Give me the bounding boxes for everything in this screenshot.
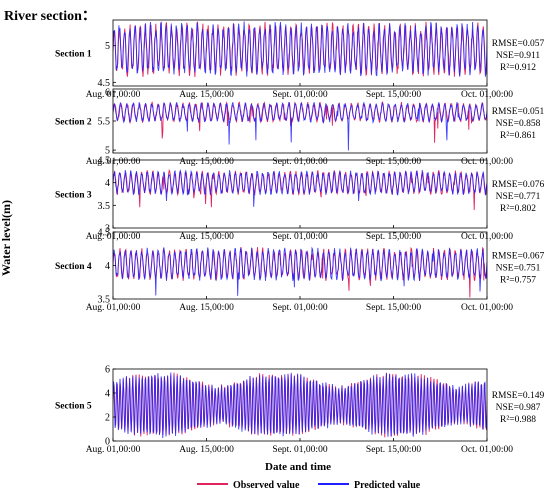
y-tick-label: 4 xyxy=(105,178,110,189)
x-tick-label: Aug. 01,00:00 xyxy=(86,445,141,455)
y-axis-label: Water level(m) xyxy=(0,200,13,276)
section-label: Section 1 xyxy=(55,50,92,60)
y-tick-label: 4.5 xyxy=(98,78,111,89)
x-tick-label: Sept. 01,00:00 xyxy=(272,232,327,242)
series-group xyxy=(113,100,487,151)
x-tick-label: Aug. 15,00:00 xyxy=(179,232,234,242)
x-tick-label: Oct. 01,00:00 xyxy=(461,445,513,455)
y-tick-label: 0 xyxy=(105,437,110,448)
series-group xyxy=(113,21,487,78)
x-tick-label: Sept. 15,00:00 xyxy=(366,445,421,455)
metric-label: RMSE=0.149 xyxy=(492,391,545,401)
figure-title: River section： xyxy=(4,9,96,24)
panel-section-4: 3.5 4 4.5 Aug. 01,00:00 Aug. 15,00:00 Sept. 0… xyxy=(55,228,545,314)
y-tick-label: 4.5 xyxy=(98,156,111,167)
y-tick-label: 5 xyxy=(105,41,110,52)
section-label: Section 5 xyxy=(55,402,92,412)
metric-label: RMSE=0.057 xyxy=(492,39,545,49)
x-tick-label: Aug. 15,00:00 xyxy=(179,303,234,313)
y-tick-label: 4 xyxy=(105,261,110,272)
series-line-predicted xyxy=(113,246,487,296)
legend: Observed value Predicted value xyxy=(197,480,421,491)
x-tick-label: Sept. 01,00:00 xyxy=(272,157,327,167)
metric-label: NSE=0.911 xyxy=(496,51,541,61)
metric-label: NSE=0.987 xyxy=(496,403,541,413)
series-line-predicted xyxy=(113,169,487,207)
series-line-predicted xyxy=(113,372,487,439)
metric-label: NSE=0.751 xyxy=(496,264,541,274)
metric-label: RMSE=0.076 xyxy=(492,180,545,190)
panel-section-5: 0 2 4 6 Aug. 01,00:00 Aug. 15,00:00 Sept. 01,0… xyxy=(55,365,545,456)
metric-label: R²=0.802 xyxy=(500,204,536,214)
x-tick-label: Sept. 15,00:00 xyxy=(366,303,421,313)
y-tick-label: 6 xyxy=(105,87,110,98)
series-group xyxy=(113,372,487,439)
y-tick-label: 3 xyxy=(105,224,110,235)
metric-label: R²=0.988 xyxy=(500,415,536,425)
x-tick-label: Aug. 01,00:00 xyxy=(86,303,141,313)
metric-label: R²=0.757 xyxy=(500,276,536,286)
x-axis-label: Date and time xyxy=(265,461,331,473)
y-tick-label: 3.5 xyxy=(98,201,111,212)
x-tick-label: Aug. 15,00:00 xyxy=(179,157,234,167)
x-tick-label: Sept. 01,00:00 xyxy=(272,90,327,100)
x-tick-label: Aug. 15,00:00 xyxy=(179,90,234,100)
x-tick-label: Sept. 15,00:00 xyxy=(366,157,421,167)
y-tick-label: 3.5 xyxy=(98,295,111,306)
section-label: Section 2 xyxy=(55,118,92,128)
series-line-predicted xyxy=(113,101,487,151)
series-group xyxy=(113,246,487,298)
metric-label: R²=0.912 xyxy=(500,63,536,73)
metric-label: NSE=0.858 xyxy=(496,119,541,129)
x-tick-label: Sept. 15,00:00 xyxy=(366,90,421,100)
x-tick-label: Aug. 15,00:00 xyxy=(179,445,234,455)
y-tick-label: 6 xyxy=(105,365,110,376)
x-tick-label: Sept. 15,00:00 xyxy=(366,232,421,242)
series-line-predicted xyxy=(113,21,487,77)
y-tick-label: 2 xyxy=(105,413,110,424)
section-label: Section 3 xyxy=(55,191,92,201)
metric-label: R²=0.861 xyxy=(500,131,536,141)
metric-label: RMSE=0.051 xyxy=(492,107,545,117)
y-tick-label: 5.5 xyxy=(98,117,111,128)
series-group xyxy=(113,169,487,211)
y-tick-label: 4 xyxy=(105,389,110,400)
legend-observed-label: Observed value xyxy=(233,480,300,491)
section-label: Section 4 xyxy=(55,262,92,272)
metric-label: RMSE=0.067 xyxy=(492,252,545,262)
y-tick-label: 5 xyxy=(105,146,110,157)
x-tick-label: Sept. 01,00:00 xyxy=(272,445,327,455)
legend-predicted-label: Predicted value xyxy=(354,480,421,491)
x-tick-label: Sept. 01,00:00 xyxy=(272,303,327,313)
y-tick-label: 4.5 xyxy=(98,228,111,239)
metric-label: NSE=0.771 xyxy=(496,192,541,202)
x-tick-label: Oct. 01,00:00 xyxy=(461,303,513,313)
